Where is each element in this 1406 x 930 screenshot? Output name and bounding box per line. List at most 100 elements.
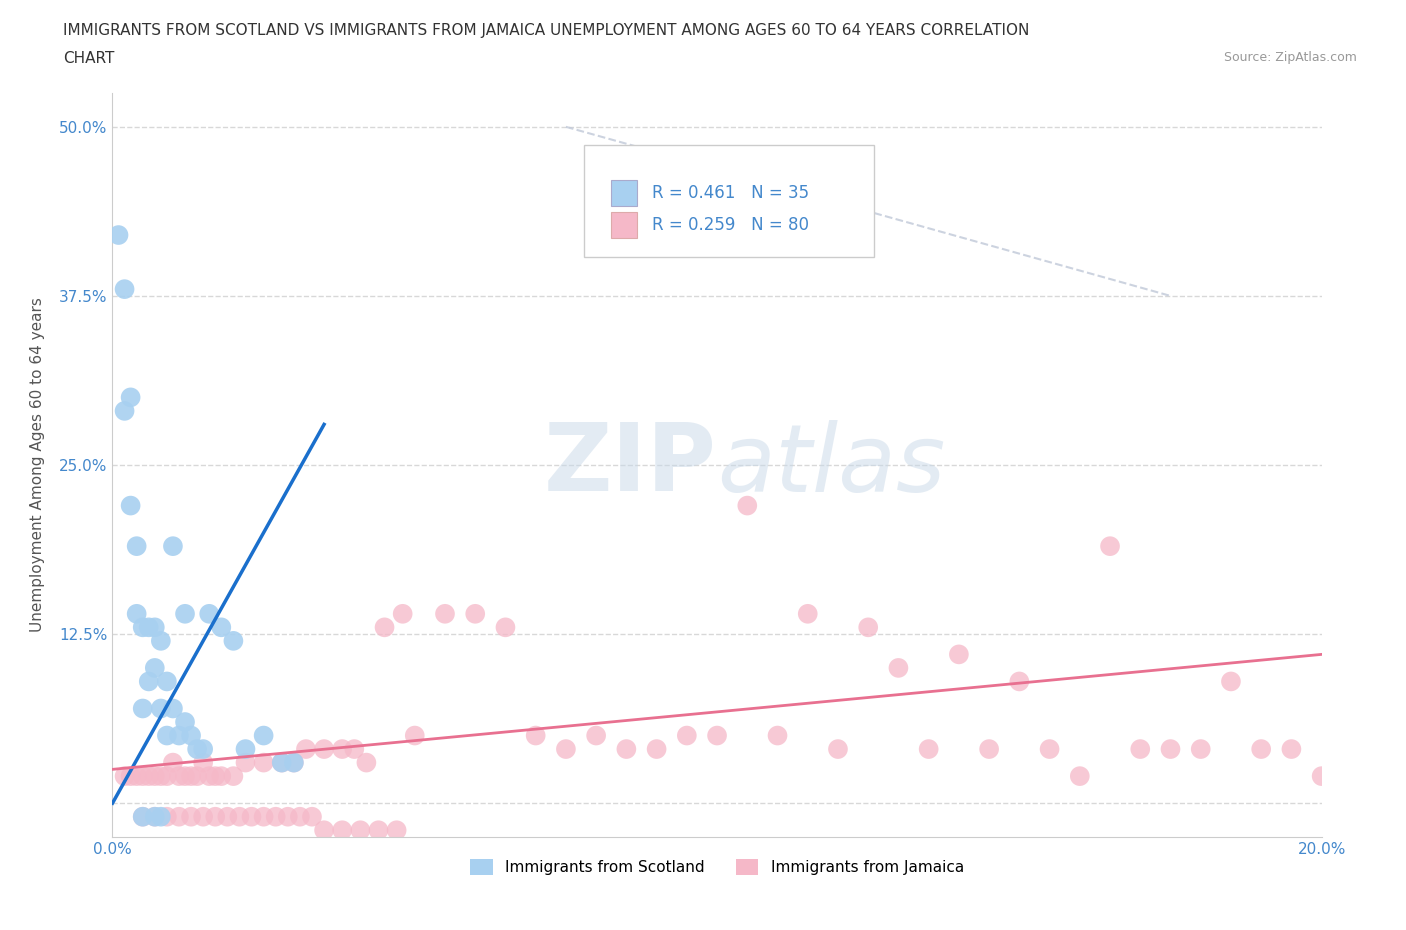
Point xyxy=(143,809,166,824)
Point xyxy=(1038,741,1062,756)
Point xyxy=(156,728,179,743)
Point xyxy=(120,390,142,405)
Point xyxy=(1069,769,1091,784)
Point xyxy=(180,728,202,743)
Text: IMMIGRANTS FROM SCOTLAND VS IMMIGRANTS FROM JAMAICA UNEMPLOYMENT AMONG AGES 60 T: IMMIGRANTS FROM SCOTLAND VS IMMIGRANTS F… xyxy=(63,23,1029,38)
Point xyxy=(228,809,250,824)
Point xyxy=(174,769,197,784)
Point xyxy=(391,606,413,621)
Point xyxy=(209,769,232,784)
Point xyxy=(222,633,245,648)
Point xyxy=(107,228,129,243)
Point xyxy=(433,606,456,621)
Point xyxy=(186,769,208,784)
Point xyxy=(977,741,1000,756)
Point xyxy=(766,728,789,743)
Point xyxy=(149,701,172,716)
Point xyxy=(198,769,221,784)
Point xyxy=(180,769,202,784)
Point xyxy=(132,769,155,784)
Point xyxy=(288,809,311,824)
Bar xyxy=(610,212,637,238)
Point xyxy=(264,809,287,824)
Point xyxy=(495,620,517,635)
Text: atlas: atlas xyxy=(717,419,945,511)
Point xyxy=(349,823,371,838)
Point xyxy=(918,741,941,756)
Point xyxy=(198,606,221,621)
Point xyxy=(114,769,136,784)
Point xyxy=(191,755,214,770)
Point xyxy=(270,755,292,770)
Point xyxy=(367,823,389,838)
Point xyxy=(209,620,232,635)
Point xyxy=(827,741,849,756)
Text: R = 0.259   N = 80: R = 0.259 N = 80 xyxy=(652,216,808,234)
Text: CHART: CHART xyxy=(63,51,115,66)
Point xyxy=(948,647,970,662)
Point xyxy=(132,701,155,716)
Point xyxy=(706,728,728,743)
Point xyxy=(1310,769,1333,784)
Point xyxy=(737,498,759,513)
Point xyxy=(385,823,408,838)
Point xyxy=(217,809,239,824)
Point xyxy=(330,741,353,756)
Point xyxy=(132,620,155,635)
Text: Source: ZipAtlas.com: Source: ZipAtlas.com xyxy=(1223,51,1357,64)
Point xyxy=(374,620,396,635)
Point xyxy=(616,741,638,756)
Point xyxy=(114,282,136,297)
Point xyxy=(114,404,136,418)
FancyBboxPatch shape xyxy=(583,145,875,257)
Point xyxy=(132,809,155,824)
Point xyxy=(167,809,190,824)
Point xyxy=(143,809,166,824)
Point xyxy=(887,660,910,675)
Point xyxy=(156,769,179,784)
Point xyxy=(1189,741,1212,756)
Point xyxy=(125,769,148,784)
Point xyxy=(125,606,148,621)
Legend: Immigrants from Scotland, Immigrants from Jamaica: Immigrants from Scotland, Immigrants fro… xyxy=(464,853,970,882)
Point xyxy=(204,769,226,784)
Point xyxy=(253,728,276,743)
Point xyxy=(1008,674,1031,689)
Point xyxy=(404,728,426,743)
Point xyxy=(585,728,607,743)
Point xyxy=(1098,538,1121,553)
Point xyxy=(283,755,305,770)
Point xyxy=(186,741,208,756)
Point xyxy=(138,620,160,635)
Point xyxy=(283,755,305,770)
Point xyxy=(162,701,184,716)
Point xyxy=(174,606,197,621)
Point xyxy=(125,538,148,553)
Y-axis label: Unemployment Among Ages 60 to 64 years: Unemployment Among Ages 60 to 64 years xyxy=(31,298,45,632)
Point xyxy=(240,809,263,824)
Point xyxy=(191,741,214,756)
Point xyxy=(330,823,353,838)
Point xyxy=(162,755,184,770)
Point xyxy=(156,809,179,824)
Point xyxy=(143,769,166,784)
Point xyxy=(645,741,668,756)
Text: ZIP: ZIP xyxy=(544,419,717,511)
Point xyxy=(301,809,323,824)
Point xyxy=(149,809,172,824)
Point xyxy=(167,728,190,743)
Point xyxy=(1279,741,1302,756)
Point xyxy=(524,728,547,743)
Point xyxy=(1159,741,1181,756)
Point xyxy=(156,674,179,689)
Point xyxy=(174,714,197,729)
Point xyxy=(314,741,336,756)
Point xyxy=(856,620,880,635)
Point xyxy=(149,769,172,784)
Point xyxy=(675,728,697,743)
Point xyxy=(143,620,166,635)
Point xyxy=(120,769,142,784)
Point xyxy=(120,498,142,513)
Point xyxy=(149,633,172,648)
Point xyxy=(796,606,818,621)
